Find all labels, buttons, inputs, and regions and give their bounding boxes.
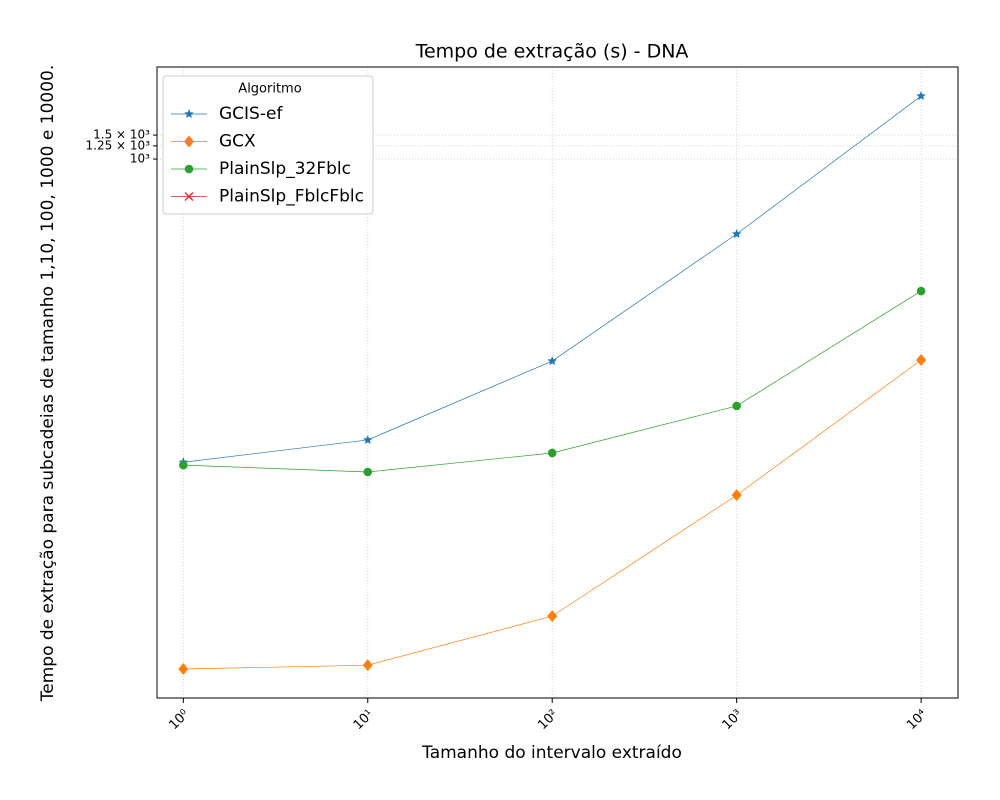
legend-label: PlainSlp_32Fblc (219, 159, 351, 179)
marker (363, 467, 373, 477)
plot-frame (156, 66, 959, 699)
marker (362, 659, 373, 672)
marker (179, 460, 188, 470)
y-axis-label: Tempo de extração para subcadeias de tam… (38, 65, 58, 702)
legend-marker (184, 135, 194, 148)
legend-marker (184, 164, 194, 174)
legend-title: Algoritmo (238, 82, 301, 97)
legend-label: GCX (219, 132, 256, 152)
y-tick-label: 1.5 × 10³ (93, 128, 150, 142)
marker (178, 663, 189, 676)
x-axis-label: Tamanho do intervalo extraído (421, 743, 682, 763)
marker (363, 434, 373, 445)
marker (916, 354, 927, 367)
legend-label: GCIS-ef (219, 104, 283, 124)
legend-box (162, 75, 374, 215)
marker (547, 356, 557, 366)
marker (916, 91, 926, 101)
y-tick-label: 10³ (130, 152, 150, 166)
chart-title: Tempo de extração (s) - DNA (415, 41, 689, 63)
marker (731, 489, 742, 502)
marker (547, 610, 558, 623)
marker (916, 286, 926, 296)
y-tick-label: 1.25 × 10³ (86, 138, 151, 152)
legend-marker (184, 109, 194, 119)
legend-label: PlainSlp_FblcFblc (219, 187, 364, 207)
legend-marker (184, 192, 194, 201)
marker (731, 229, 742, 239)
marker (732, 401, 741, 411)
marker (547, 448, 557, 458)
